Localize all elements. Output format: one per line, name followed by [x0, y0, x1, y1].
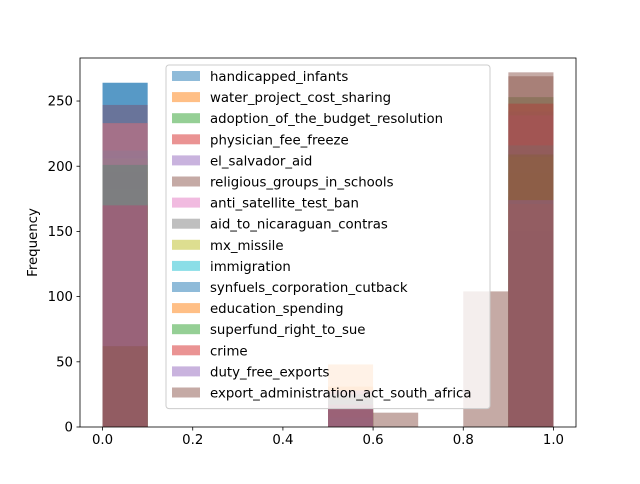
legend-swatch-mx_missile	[172, 239, 200, 250]
legend-swatch-el_salvador_aid	[172, 155, 200, 166]
legend-frame	[165, 64, 491, 410]
y-axis-label: Frequency	[26, 208, 41, 277]
bar-export_administration_act_south_africa-bin-0	[102, 346, 148, 427]
legend-label-religious_groups_in_schools: religious_groups_in_schools	[210, 176, 394, 191]
legend-label-crime: crime	[210, 344, 248, 359]
legend-swatch-handicapped_infants	[172, 71, 200, 81]
legend-swatch-physician_fee_freeze	[172, 134, 200, 145]
legend-swatch-education_spending	[172, 303, 200, 314]
legend-label-synfuels_corporation_cutback: synfuels_corporation_cutback	[210, 281, 408, 296]
legend-label-immigration: immigration	[210, 260, 291, 275]
legend-label-duty_free_exports: duty_free_exports	[210, 365, 330, 380]
x-tick-label: 1.0	[543, 433, 564, 448]
bar-export_administration_act_south_africa-bin-6	[373, 412, 419, 427]
legend: handicapped_infants water_project_cost_sh…	[165, 64, 491, 410]
legend-label-handicapped_infants: handicapped_infants	[210, 70, 348, 85]
x-ticks: 0.0 0.2 0.4 0.6 0.8 1.0	[92, 427, 564, 448]
legend-label-export_administration_act_south_africa: export_administration_act_south_africa	[210, 387, 472, 402]
legend-swatch-water_project_cost_sharing	[172, 92, 200, 103]
y-ticks: 0 50 100 150 200 250	[48, 95, 80, 436]
legend-label-el_salvador_aid: el_salvador_aid	[210, 154, 312, 169]
legend-swatch-religious_groups_in_schools	[172, 176, 200, 187]
legend-label-water_project_cost_sharing: water_project_cost_sharing	[210, 91, 391, 106]
axes-frame	[79, 57, 577, 428]
y-tick-label: 200	[48, 160, 73, 175]
y-tick-label: 150	[48, 225, 73, 240]
legend-label-physician_fee_freeze: physician_fee_freeze	[210, 133, 349, 148]
bar-export_administration_act_south_africa-bin-9	[508, 76, 554, 427]
bars-layer	[102, 72, 554, 428]
x-tick-label: 0.6	[363, 433, 384, 448]
legend-swatch-export_administration_act_south_africa	[172, 387, 200, 398]
legend-label-superfund_right_to_sue: superfund_right_to_sue	[210, 323, 366, 338]
legend-label-education_spending: education_spending	[210, 302, 344, 317]
x-tick-label: 0.8	[453, 433, 474, 448]
y-tick-label: 50	[56, 355, 73, 370]
legend-label-mx_missile: mx_missile	[210, 239, 284, 254]
legend-label-adoption_of_the_budget_resolution: adoption_of_the_budget_resolution	[210, 112, 443, 127]
legend-swatch-aid_to_nicaraguan_contras	[172, 218, 200, 229]
y-tick-label: 250	[48, 95, 73, 110]
x-tick-label: 0.4	[272, 433, 293, 448]
legend-swatch-duty_free_exports	[172, 366, 200, 377]
x-tick-label: 0.2	[182, 433, 203, 448]
legend-swatch-adoption_of_the_budget_resolution	[172, 113, 200, 124]
x-tick-label: 0.0	[92, 433, 113, 448]
y-tick-label: 100	[48, 290, 73, 305]
axes-layer	[79, 57, 577, 428]
legend-swatch-immigration	[172, 260, 200, 271]
legend-swatch-superfund_right_to_sue	[172, 324, 200, 335]
legend-label-aid_to_nicaraguan_contras: aid_to_nicaraguan_contras	[210, 218, 388, 233]
legend-swatch-synfuels_corporation_cutback	[172, 282, 200, 292]
y-tick-label: 0	[65, 421, 73, 436]
legend-swatch-crime	[172, 345, 200, 356]
legend-label-anti_satellite_test_ban: anti_satellite_test_ban	[210, 197, 359, 212]
legend-swatch-anti_satellite_test_ban	[172, 197, 200, 208]
